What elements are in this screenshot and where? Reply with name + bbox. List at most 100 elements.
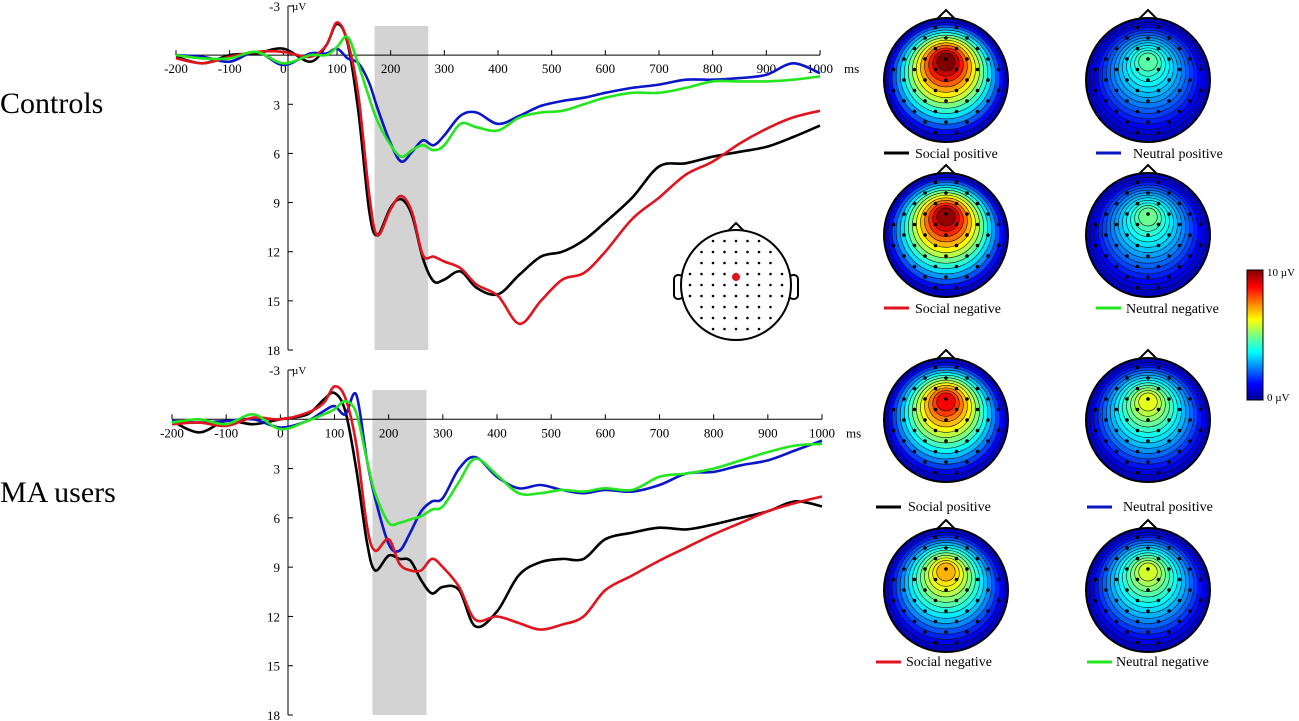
electrode-dot	[933, 640, 938, 645]
electrode-dot	[757, 239, 761, 243]
electrode-dot	[746, 327, 749, 331]
electrode-dot	[933, 598, 938, 603]
electrode-dot	[923, 546, 927, 550]
electrode-dot	[1146, 397, 1150, 401]
electrode-dot	[780, 294, 784, 298]
x-tick-label: 200	[381, 61, 401, 76]
electrode-dot	[975, 556, 980, 561]
electrode-dot	[1146, 36, 1150, 40]
electrode-dot	[933, 88, 938, 93]
legend-label: Neutral positive	[1123, 500, 1213, 515]
electrode-dot	[912, 264, 917, 269]
electrode-dot	[734, 294, 738, 298]
electrode-dot	[1188, 254, 1192, 258]
x-tick-label: 0	[280, 61, 287, 76]
electrode-dot	[933, 386, 938, 391]
legend-label: Neutral negative	[1116, 655, 1209, 670]
electrode-dot	[1125, 36, 1129, 40]
electrode-dot	[944, 630, 948, 634]
electrode-dot	[975, 449, 980, 454]
electrode-dot	[1125, 546, 1129, 550]
electrode-dot	[912, 109, 917, 114]
electrode-dot	[1156, 449, 1161, 454]
electrode-dot	[1177, 386, 1182, 391]
electrode-dot	[923, 233, 927, 237]
electrode-dot	[1177, 201, 1182, 206]
electrode-dot	[912, 386, 917, 391]
electrode-dot	[912, 577, 917, 582]
electrode-dot	[1135, 407, 1140, 412]
x-tick-label: 400	[488, 61, 508, 76]
head-outline	[1085, 527, 1211, 653]
electrode-dot	[954, 180, 959, 185]
electrode-dot	[975, 46, 980, 51]
electrode-dot	[933, 109, 938, 114]
electrode-dot	[1167, 630, 1171, 634]
electrode-dot	[923, 191, 927, 195]
electrode-dot	[700, 305, 703, 309]
y-tick-label: 9	[274, 196, 281, 211]
electrode-dot	[1125, 191, 1129, 195]
electrode-dot	[891, 577, 896, 582]
y-tick-label: -3	[269, 363, 280, 378]
legend-item-social-negative: Social negative	[876, 655, 992, 670]
electrode-dot	[996, 407, 1001, 412]
electrode-dot	[944, 439, 948, 443]
electrode-dot	[912, 201, 917, 206]
electrode-dot	[1188, 99, 1192, 103]
head-outline	[883, 357, 1009, 483]
electrode-dot	[1146, 418, 1150, 422]
electrode-dot	[944, 99, 948, 103]
electrode-dot	[1167, 254, 1171, 258]
legend-item-neutral-positive: Neutral positive	[1087, 500, 1213, 515]
electrode-dot	[1135, 201, 1140, 206]
electrode-dot	[954, 243, 959, 248]
topomap-controls-social-negative	[883, 163, 1009, 298]
electrode-dot	[1135, 243, 1140, 248]
electrode-dot	[933, 470, 938, 475]
electrode-dot	[965, 233, 969, 237]
colorbar-gradient	[1246, 269, 1264, 401]
electrode-dot	[923, 567, 927, 571]
electrode-dot	[1188, 588, 1192, 592]
electrode-dot	[757, 272, 761, 276]
electrode-dot	[723, 316, 726, 320]
electrode-dot	[1104, 588, 1108, 592]
electrode-dot	[944, 120, 948, 124]
electrode-dot	[1114, 598, 1119, 603]
electrode-dot	[975, 243, 980, 248]
legend-ma-users: Social positive Neutral positive Social …	[876, 500, 1213, 670]
electrode-dot	[1146, 57, 1150, 61]
electrode-dot	[902, 78, 906, 82]
analysis-window-shade	[374, 26, 429, 350]
electrode-dot	[1114, 449, 1119, 454]
electrode-dot	[1146, 376, 1150, 380]
electrode-dot	[954, 264, 959, 269]
electrode-dot	[912, 88, 917, 93]
electrode-dot	[923, 57, 927, 61]
x-tick-label: 500	[541, 425, 561, 440]
electrode-dot	[975, 222, 980, 227]
electrode-dot	[1198, 243, 1203, 248]
electrode-dot	[1125, 567, 1129, 571]
electrode-dot	[923, 460, 927, 464]
head-outline	[1085, 357, 1211, 483]
electrode-dot	[1146, 191, 1150, 195]
electrode-dot	[1135, 222, 1140, 227]
electrode-dot	[1167, 546, 1171, 550]
electrode-dot	[1156, 201, 1161, 206]
legend-label: Social positive	[915, 147, 998, 162]
electrode-dot	[986, 57, 990, 61]
electrode-dot	[1135, 46, 1140, 51]
electrode-dot	[1198, 88, 1203, 93]
electrode-dot	[1125, 99, 1129, 103]
electrode-dot	[1135, 598, 1140, 603]
electrode-dot	[902, 439, 906, 443]
y-tick-label: 9	[274, 560, 281, 575]
electrode-dot	[975, 577, 980, 582]
electrode-dot	[1125, 609, 1129, 613]
electrode-dot	[902, 418, 906, 422]
electrode-dot	[986, 418, 990, 422]
electrode-dot	[711, 305, 715, 309]
head-outline	[1085, 17, 1211, 143]
